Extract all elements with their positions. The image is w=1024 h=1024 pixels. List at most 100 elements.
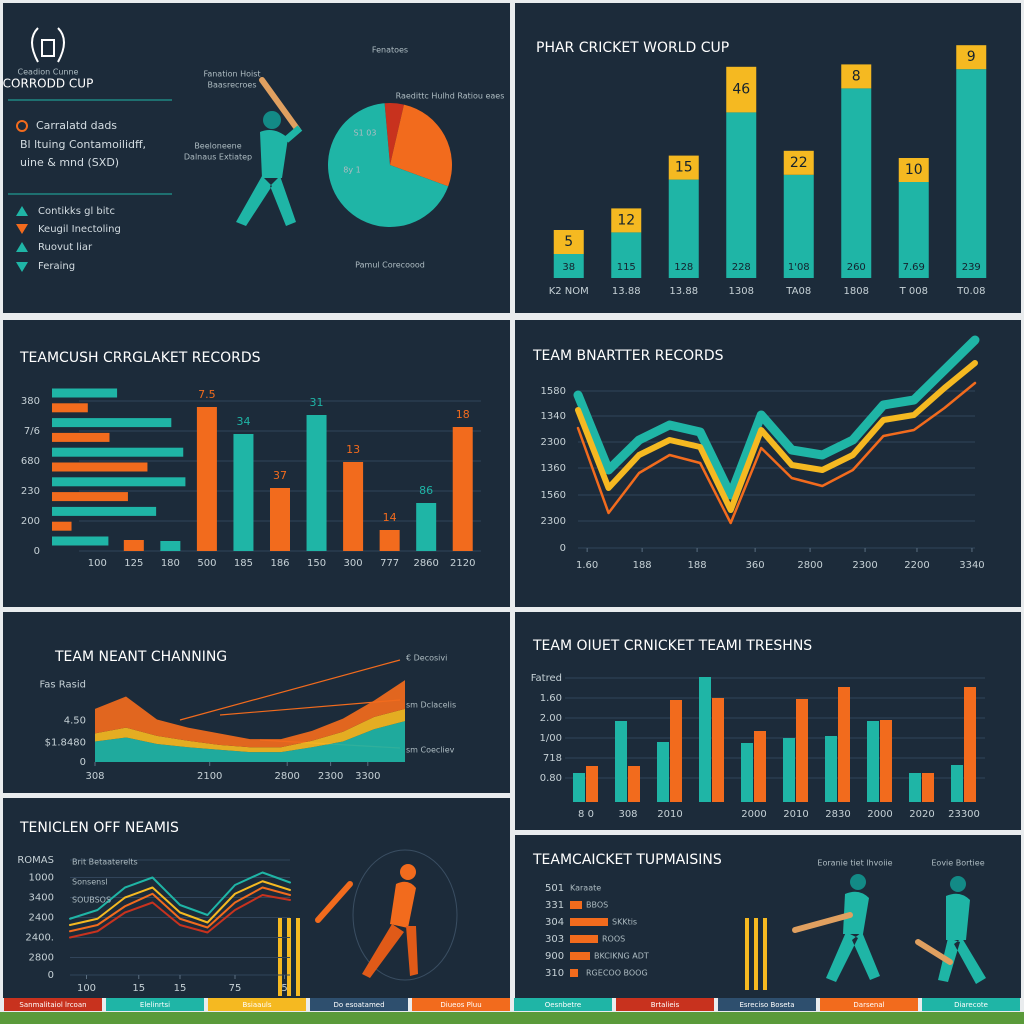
torso bbox=[946, 893, 970, 940]
bar-label: 13 bbox=[346, 443, 360, 456]
x-tick-label: 188 bbox=[688, 560, 707, 571]
bar bbox=[754, 731, 766, 802]
x-tick-label: 3300 bbox=[355, 771, 380, 782]
chart-title: TEAM NEANT CHANNING bbox=[54, 649, 227, 665]
bar-label: 15 bbox=[675, 160, 693, 176]
hbar bbox=[52, 506, 157, 516]
area bbox=[95, 680, 405, 748]
line bbox=[69, 894, 291, 939]
row-text: BKCIKNG ADT bbox=[594, 952, 649, 961]
legend-marker bbox=[16, 206, 28, 216]
bar-segment bbox=[553, 230, 584, 254]
y-tick-label: 230 bbox=[21, 486, 40, 497]
bar-segment bbox=[726, 112, 757, 279]
y-tick-label: 0 bbox=[80, 757, 86, 768]
bar bbox=[670, 700, 682, 802]
x-tick-label: 15 bbox=[132, 983, 145, 994]
x-tick-label: 100 bbox=[88, 558, 107, 569]
bar-label: 128 bbox=[674, 262, 693, 273]
x-tick-label: 308 bbox=[618, 809, 637, 820]
x-tick-label: 185 bbox=[234, 558, 253, 569]
legs bbox=[362, 924, 418, 978]
bar-segment bbox=[956, 45, 987, 70]
legend-label: Feraing bbox=[38, 261, 75, 272]
bar bbox=[657, 742, 669, 802]
row-text: Karaate bbox=[570, 884, 601, 893]
bar bbox=[922, 773, 934, 802]
x-tick-label: 3340 bbox=[959, 560, 984, 571]
torso bbox=[843, 891, 869, 934]
torso bbox=[260, 130, 288, 178]
trophy bbox=[31, 27, 65, 63]
bar-segment bbox=[611, 208, 642, 233]
x-tick-label: 15 bbox=[174, 983, 187, 994]
bar-label: 115 bbox=[617, 262, 636, 273]
bar-label: 22 bbox=[790, 155, 808, 171]
bar-label: 14 bbox=[383, 511, 397, 524]
y-tick-label: Fatred bbox=[531, 673, 562, 684]
stump bbox=[296, 918, 300, 996]
bar bbox=[379, 530, 400, 551]
bar-label: 38 bbox=[562, 262, 575, 273]
bar bbox=[573, 773, 585, 802]
figure-label: Beeloneene bbox=[194, 142, 241, 151]
legend-label: Contikks gl bitc bbox=[38, 206, 115, 217]
footer-tag bbox=[310, 998, 408, 1011]
y-tick-label: Fas Rasid bbox=[39, 679, 86, 690]
legs bbox=[826, 932, 880, 982]
footer-label: Bsiaauls bbox=[242, 1001, 271, 1009]
x-tick-label: 360 bbox=[746, 560, 765, 571]
bar bbox=[783, 738, 795, 802]
x-tick-label: 2010 bbox=[783, 809, 808, 820]
x-tick-label: 23300 bbox=[948, 809, 980, 820]
y-tick-label: 1340 bbox=[541, 411, 566, 422]
hbar bbox=[52, 447, 184, 457]
head bbox=[950, 876, 966, 892]
footer-tag bbox=[820, 998, 918, 1011]
arm bbox=[283, 125, 303, 143]
bar-segment bbox=[898, 182, 929, 278]
x-tick-label: 2010 bbox=[657, 809, 682, 820]
x-tick-label: 2200 bbox=[904, 560, 929, 571]
x-tick-label: 2120 bbox=[450, 558, 475, 569]
hbar bbox=[570, 901, 582, 909]
bar-label: 31 bbox=[310, 396, 324, 409]
info-line: Carralatd dads bbox=[36, 119, 117, 132]
figure-label: Dalnaus Extiatep bbox=[184, 153, 252, 162]
figure-label: Fanation Hoist bbox=[203, 70, 260, 79]
row-label: 304 bbox=[545, 917, 564, 928]
annotation: sm Coecliev bbox=[406, 746, 455, 755]
y-tick-label: 1/00 bbox=[540, 733, 562, 744]
hbar bbox=[570, 969, 578, 977]
x-tick-label: 5 bbox=[281, 983, 287, 994]
bar bbox=[964, 687, 976, 802]
row-label: 501 bbox=[545, 883, 564, 894]
annotation: Sonsensl bbox=[72, 878, 108, 887]
hbar bbox=[570, 935, 598, 943]
x-tick-label: 1.60 bbox=[576, 560, 598, 571]
bar bbox=[160, 541, 181, 551]
bar-segment bbox=[611, 232, 642, 278]
area bbox=[95, 721, 405, 762]
x-tick-label: 2860 bbox=[413, 558, 438, 569]
x-tick-label: 186 bbox=[270, 558, 289, 569]
bar-label: 228 bbox=[732, 262, 751, 273]
annotation: SOUBSOS bbox=[72, 896, 111, 905]
bar-label: 8 bbox=[852, 68, 861, 84]
row-label: 900 bbox=[545, 951, 564, 962]
y-tick-label: 1360 bbox=[541, 463, 566, 474]
bar bbox=[867, 721, 879, 802]
x-tick-label: 2000 bbox=[867, 809, 892, 820]
bar-label: 5 bbox=[564, 234, 573, 250]
x-tick-label: T 008 bbox=[899, 286, 928, 297]
panel bbox=[515, 3, 1021, 313]
row-label: 303 bbox=[545, 934, 564, 945]
hbar bbox=[52, 432, 110, 442]
y-tick-label: 4.50 bbox=[64, 715, 86, 726]
y-tick-label: $1.8480 bbox=[45, 737, 86, 748]
hbar bbox=[52, 403, 88, 413]
stump bbox=[745, 918, 749, 990]
bar bbox=[586, 766, 598, 802]
info-line: Bl ltuing Contamoilidff, bbox=[20, 138, 146, 151]
